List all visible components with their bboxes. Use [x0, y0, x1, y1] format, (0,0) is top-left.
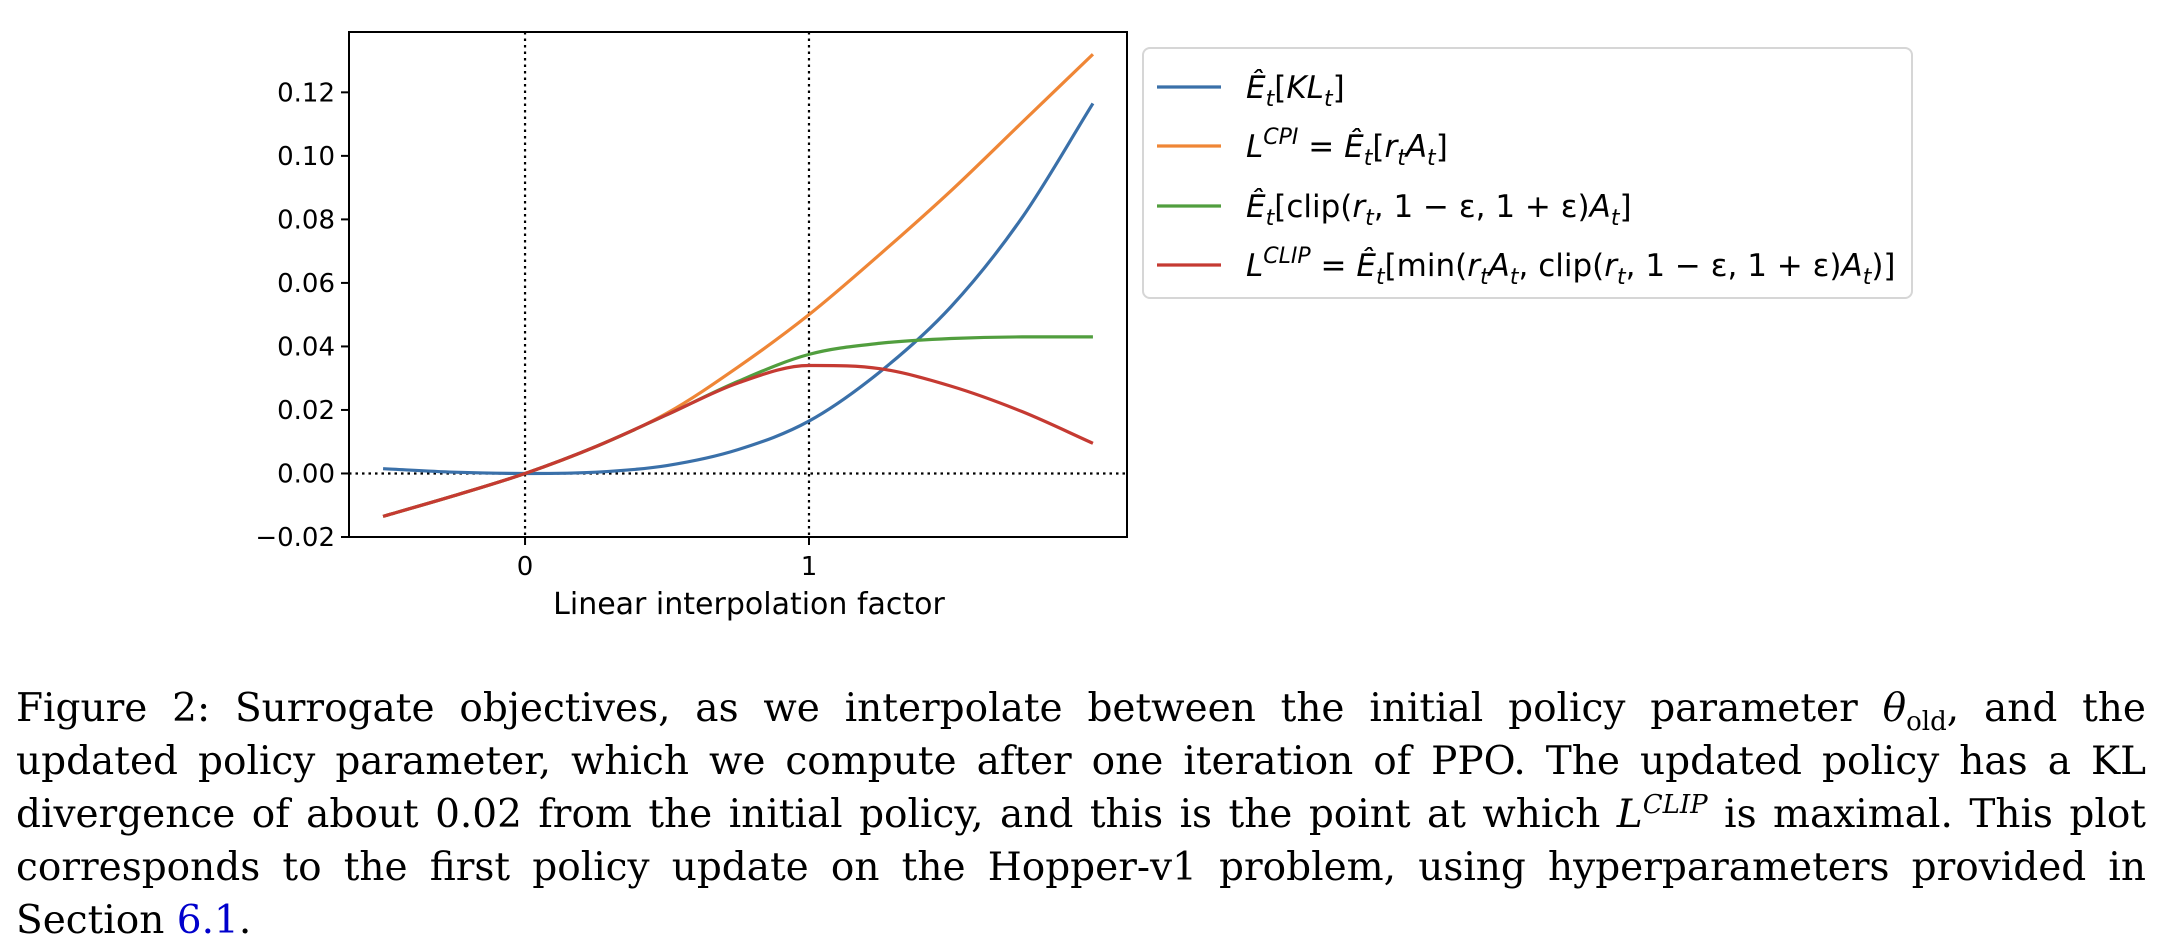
legend-swatches	[1157, 85, 1221, 267]
caption-theta: θ	[1882, 686, 1907, 731]
caption-lead: Figure 2: Surrogate objectives, as we in…	[16, 686, 1883, 731]
series-lclip	[382, 363, 1094, 518]
y-tick-label: −0.02	[255, 523, 335, 553]
x-tick-label: 0	[517, 552, 534, 582]
y-tick-label: 0.08	[277, 205, 335, 235]
y-tick-label: 0.10	[277, 142, 335, 172]
caption-l: L	[1616, 792, 1643, 837]
series-clip	[382, 335, 1093, 518]
y-axis-ticks: −0.02 0.00 0.02 0.04 0.06 0.08 0.10 0.12	[255, 78, 349, 553]
y-tick-label: 0.00	[277, 459, 335, 489]
legend-entry-lcpi: LCPI = Êt[rtAt]	[1246, 125, 1448, 171]
legend-entry-clip: Êt[clip(rt, 1 − ε, 1 + ε)At]	[1246, 189, 1632, 231]
caption-part2: , and the updated policy parameter, whic…	[16, 686, 2146, 837]
caption-l-sup: CLIP	[1642, 790, 1708, 820]
x-axis-label: Linear interpolation factor	[553, 587, 945, 622]
legend: Êt[KLt] LCPI = Êt[rtAt] Êt[clip(rt, 1 − …	[1142, 47, 1913, 299]
axes-frame	[348, 31, 1128, 538]
x-tick-label: 1	[801, 552, 818, 582]
caption-theta-sub: old	[1906, 706, 1947, 737]
y-tick-label: 0.12	[277, 78, 335, 108]
legend-box	[1142, 47, 1913, 299]
series-lcpi	[382, 53, 1095, 518]
y-tick-label: 0.06	[277, 269, 335, 299]
y-tick-label: 0.02	[277, 396, 335, 426]
legend-entry-kl: Êt[KLt]	[1246, 70, 1345, 112]
reference-lines	[349, 32, 1127, 537]
series-kl	[382, 102, 1095, 476]
legend-entry-lclip: LCLIP = Êt[min(rtAt, clip(rt, 1 − ε, 1 +…	[1246, 244, 1896, 290]
section-link[interactable]: 6.1	[176, 898, 239, 943]
y-tick-label: 0.04	[277, 332, 335, 362]
figure-caption: Figure 2: Surrogate objectives, as we in…	[16, 682, 2146, 947]
series-lines	[382, 53, 1095, 518]
caption-end: .	[238, 898, 252, 943]
